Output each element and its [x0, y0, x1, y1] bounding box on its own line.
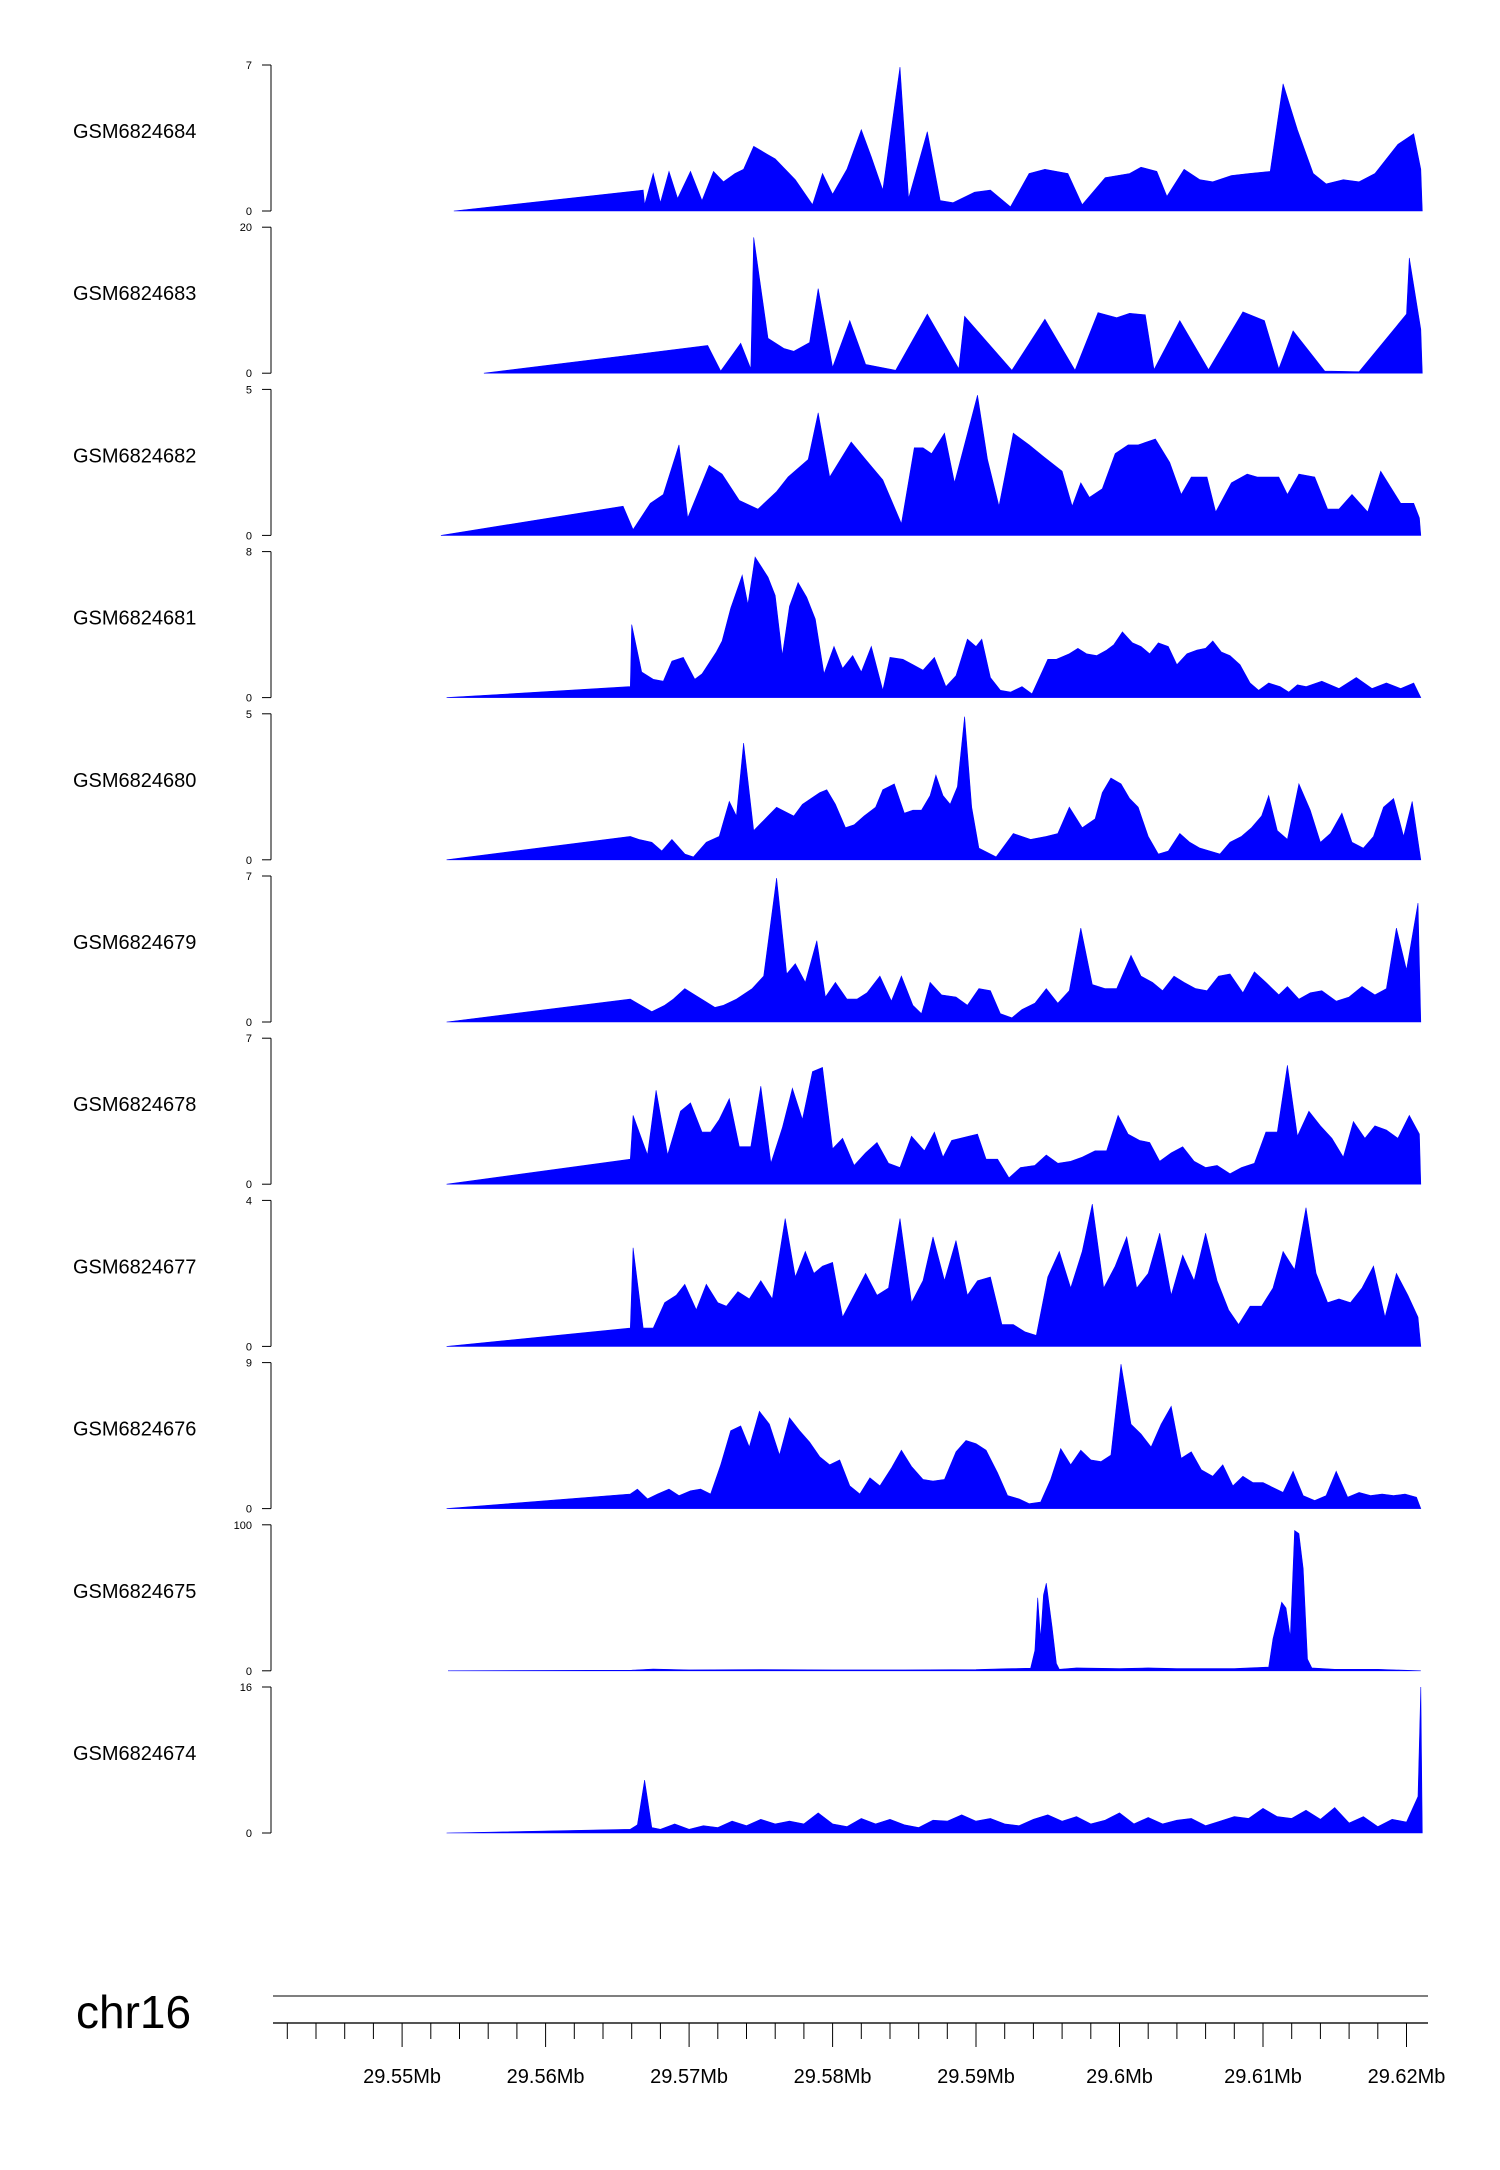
genome-axis-ticks: 29.55Mb 29.56Mb 29.57Mb 29.58Mb 29.59Mb 29.6M…	[286, 2023, 1446, 2088]
signal-area	[446, 556, 1422, 698]
track-GSM6824683: GSM6824683 20 0	[73, 222, 1423, 380]
y-tick-label-min: 0	[246, 855, 252, 867]
track-GSM6824676: GSM6824676 9 0	[73, 1358, 1422, 1516]
track-label: GSM6824681	[73, 608, 196, 630]
x-tick-label: 29.56Mb	[507, 2066, 585, 2088]
track-label: GSM6824684	[73, 121, 196, 143]
signal-area	[453, 67, 1423, 212]
y-tick-label-max: 16	[240, 1682, 252, 1694]
y-tick-label-max: 4	[246, 1195, 252, 1207]
track-label: GSM6824676	[73, 1419, 196, 1441]
y-tick-label-min: 0	[246, 1341, 252, 1353]
y-tick-label-max: 7	[246, 871, 252, 883]
signal-area	[446, 716, 1422, 861]
y-tick-label-min: 0	[246, 1017, 252, 1029]
y-tick-label-max: 7	[246, 60, 252, 72]
signal-area	[483, 237, 1423, 374]
x-tick-label: 29.61Mb	[1224, 2066, 1302, 2088]
track-GSM6824681: GSM6824681 8 0	[73, 547, 1422, 705]
signal-area	[446, 1203, 1422, 1347]
y-tick-label-min: 0	[246, 206, 252, 218]
track-GSM6824678: GSM6824678 7 0	[73, 1033, 1422, 1191]
chromosome-label: chr16	[76, 1986, 191, 2038]
track-label: GSM6824680	[73, 770, 196, 792]
x-tick-label: 29.59Mb	[937, 2066, 1015, 2088]
track-label: GSM6824683	[73, 283, 196, 305]
track-GSM6824674: GSM6824674 16 0	[73, 1682, 1423, 1840]
y-tick-label-min: 0	[246, 1666, 252, 1678]
y-tick-label-min: 0	[246, 693, 252, 705]
signal-area	[447, 1530, 1421, 1672]
track-label: GSM6824678	[73, 1094, 196, 1116]
x-tick-label: 29.55Mb	[363, 2066, 441, 2088]
track-label: GSM6824677	[73, 1256, 196, 1278]
y-tick-label-min: 0	[246, 1504, 252, 1516]
track-label: GSM6824679	[73, 932, 196, 954]
y-tick-label-min: 0	[246, 530, 252, 542]
y-tick-label-max: 8	[246, 547, 252, 559]
signal-area	[446, 1065, 1422, 1185]
y-tick-label-max: 9	[246, 1358, 252, 1370]
x-tick-label: 29.57Mb	[650, 2066, 728, 2088]
track-label: GSM6824682	[73, 445, 196, 467]
y-tick-label-max: 100	[234, 1520, 252, 1532]
coverage-tracks: GSM682468470GSM6824683200GSM682468250GSM…	[73, 60, 1423, 1840]
track-label: GSM6824674	[73, 1743, 196, 1765]
signal-area	[446, 878, 1422, 1023]
signal-area	[440, 395, 1422, 536]
track-GSM6824675: GSM6824675 100 0	[73, 1520, 1421, 1678]
x-tick-label: 29.58Mb	[794, 2066, 872, 2088]
track-label: GSM6824675	[73, 1581, 196, 1603]
y-tick-label-max: 5	[246, 709, 252, 721]
track-GSM6824680: GSM6824680 5 0	[73, 709, 1422, 867]
y-tick-label-min: 0	[246, 1179, 252, 1191]
signal-area	[446, 1364, 1422, 1509]
y-tick-label-max: 7	[246, 1033, 252, 1045]
y-tick-label-max: 5	[246, 384, 252, 396]
y-tick-label-max: 20	[240, 222, 252, 234]
track-GSM6824684: GSM6824684 7 0	[73, 60, 1423, 218]
chromosome-axis: chr16 29.55Mb 29.56Mb 29.57Mb 29.58Mb 29.59M…	[76, 1986, 1445, 2088]
y-tick-label-min: 0	[246, 1828, 252, 1840]
y-tick-label-min: 0	[246, 368, 252, 380]
track-GSM6824677: GSM6824677 4 0	[73, 1195, 1422, 1353]
signal-area	[446, 1686, 1423, 1834]
track-GSM6824679: GSM6824679 7 0	[73, 871, 1422, 1029]
x-tick-label: 29.62Mb	[1368, 2066, 1446, 2088]
x-tick-label: 29.6Mb	[1086, 2066, 1153, 2088]
track-GSM6824682: GSM6824682 5 0	[73, 384, 1422, 542]
